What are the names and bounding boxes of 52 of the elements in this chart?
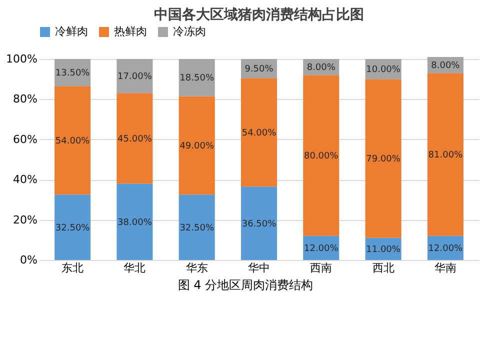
y-tick-label: 40%: [13, 173, 38, 186]
bar: [365, 79, 402, 238]
data-label: 12.00%: [428, 244, 464, 254]
bar: [240, 186, 278, 260]
data-label: 8.00%: [306, 63, 336, 74]
bar: [54, 194, 91, 260]
y-tick-label: 0%: [20, 254, 38, 266]
bar: [178, 96, 215, 195]
data-label: 80.00%: [304, 151, 339, 162]
y-tick-label: 60%: [13, 132, 38, 146]
data-label: 9.50%: [244, 64, 274, 75]
bar: [116, 59, 153, 94]
bar: [116, 184, 153, 260]
data-label: 38.00%: [118, 218, 152, 228]
data-label: 36.50%: [242, 219, 277, 230]
bar: [178, 194, 215, 260]
legend-label: 热鲜肉: [114, 25, 147, 38]
data-label: 10.00%: [366, 65, 401, 76]
caption: 图 4 分地区周肉消费结构: [176, 277, 314, 294]
data-label: 32.50%: [180, 223, 214, 234]
x-tick-label: 西南: [310, 262, 332, 274]
bar: [54, 86, 91, 195]
legend-label: 冷鲜肉: [55, 25, 88, 38]
data-label: 18.50%: [180, 74, 214, 84]
x-tick-label: 东北: [62, 262, 84, 274]
x-tick-label: 华南: [434, 262, 456, 274]
data-label: 17.00%: [118, 72, 152, 82]
data-label: 79.00%: [366, 154, 401, 165]
data-label: 54.00%: [242, 128, 277, 138]
bar: [427, 73, 464, 236]
bar: [178, 59, 215, 96]
data-label: 13.50%: [55, 68, 90, 79]
y-tick-label: 20%: [13, 213, 38, 226]
data-label: 54.00%: [55, 136, 90, 146]
bar: [303, 75, 340, 236]
x-tick-label: 华东: [186, 262, 208, 274]
data-label: 8.00%: [431, 61, 460, 72]
data-label: 32.50%: [55, 223, 90, 234]
bar: [240, 78, 278, 187]
legend-label: 冷冻肉: [173, 25, 206, 38]
chart-title: 中国各大区域猪肉消费结构占比图: [154, 7, 364, 23]
data-label: 12.00%: [304, 244, 339, 254]
x-tick-label: 华北: [124, 262, 146, 274]
data-label: 81.00%: [428, 150, 464, 160]
data-label: 45.00%: [118, 134, 152, 144]
bar: [116, 93, 153, 184]
data-label: 11.00%: [366, 244, 401, 255]
x-tick-label: 西北: [372, 262, 394, 274]
y-tick-label: 80%: [13, 92, 38, 106]
x-tick-label: 华中: [248, 262, 270, 274]
y-tick-label: 100%: [6, 52, 38, 66]
data-label: 49.00%: [180, 141, 214, 152]
